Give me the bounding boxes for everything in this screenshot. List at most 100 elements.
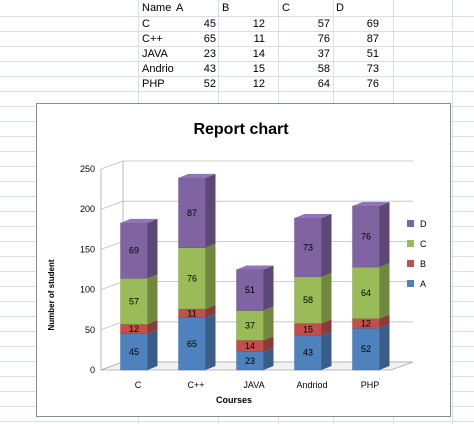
value-cell-b[interactable]: 12 — [252, 78, 265, 90]
row-divider — [0, 76, 474, 77]
bar-side-c — [147, 274, 158, 325]
header-cell-name[interactable]: Name — [142, 2, 172, 14]
bar-segment-a — [294, 335, 322, 371]
value-cell-d[interactable]: 73 — [366, 63, 379, 75]
data-label: 65 — [187, 339, 197, 349]
bar-segment-c — [236, 310, 264, 341]
row-divider — [0, 46, 474, 47]
header-cell-a[interactable]: A — [176, 2, 184, 14]
bar-side-d — [205, 173, 216, 248]
value-cell-c[interactable]: 64 — [317, 78, 330, 90]
header-cell-c[interactable]: C — [282, 2, 290, 14]
bar-side-b — [147, 320, 158, 334]
data-label: 37 — [245, 320, 255, 330]
data-label: 69 — [129, 246, 139, 256]
x-tick-label: JAVA — [243, 380, 264, 390]
bar-side-c — [263, 306, 274, 341]
value-cell-c[interactable]: 76 — [317, 33, 330, 45]
value-cell-d[interactable]: 76 — [366, 78, 379, 90]
value-cell-d[interactable]: 69 — [366, 18, 379, 30]
chart-canvas: Report chart Courses Number of student 0… — [47, 121, 427, 405]
bar-top-d — [294, 214, 332, 219]
x-tick-label: C++ — [187, 380, 204, 390]
value-cell-d[interactable]: 87 — [366, 33, 379, 45]
y-tick-label: 200 — [80, 204, 95, 214]
data-label: 87 — [187, 208, 197, 218]
value-cell-a[interactable]: 45 — [203, 18, 216, 30]
row-divider — [0, 91, 474, 92]
chart-plot-area — [120, 173, 390, 371]
bar-segment-d — [236, 269, 264, 311]
value-cell-b[interactable]: 11 — [253, 33, 265, 45]
x-tick-label: PHP — [361, 380, 380, 390]
bar-segment-d — [178, 177, 206, 248]
value-cell-b[interactable]: 14 — [252, 48, 265, 60]
chart-labels: 0 50 100 150 200 250 45 12 57 69 C 65 11 76 87 C++ 23 14 3… — [80, 164, 379, 390]
bar-top-d — [120, 218, 158, 223]
bar-segment-c — [178, 247, 206, 310]
bar-side-a — [321, 331, 332, 370]
bar-segment-a — [178, 317, 206, 371]
column-divider — [452, 0, 453, 424]
row-name-cell[interactable]: Andrio — [142, 63, 174, 75]
value-cell-b[interactable]: 12 — [252, 18, 265, 30]
data-label: 76 — [187, 273, 197, 283]
bar-side-b — [263, 336, 274, 352]
bar-segment-d — [120, 222, 148, 279]
bar-top-d — [236, 265, 274, 270]
data-label: 57 — [129, 296, 139, 306]
data-label: 14 — [245, 341, 255, 351]
value-cell-a[interactable]: 52 — [203, 78, 216, 90]
legend-label-c: C — [420, 239, 427, 249]
bar-side-b — [205, 304, 216, 318]
x-tick-label: Andriod — [296, 380, 327, 390]
bar-side-c — [379, 263, 390, 319]
value-cell-c[interactable]: 37 — [317, 48, 330, 60]
x-axis-title: Courses — [216, 395, 252, 405]
y-axis-title: Number of student — [47, 259, 56, 330]
value-cell-b[interactable]: 15 — [252, 63, 265, 75]
row-name-cell[interactable]: JAVA — [142, 48, 168, 60]
data-label: 12 — [361, 318, 371, 328]
legend-label-d: D — [420, 219, 427, 229]
value-cell-d[interactable]: 51 — [366, 48, 379, 60]
bar-segment-a — [120, 333, 148, 371]
bar-side-d — [379, 201, 390, 268]
data-label: 52 — [361, 344, 371, 354]
data-label: 58 — [303, 295, 313, 305]
data-label: 23 — [245, 356, 255, 366]
data-label: 51 — [245, 285, 255, 295]
row-name-cell[interactable]: PHP — [142, 78, 165, 90]
legend-label-b: B — [420, 259, 426, 269]
row-divider — [0, 421, 474, 422]
bar-top-d — [178, 173, 216, 178]
bar-segment-d — [294, 217, 322, 277]
legend-swatch-d — [407, 220, 414, 227]
header-cell-d[interactable]: D — [336, 2, 344, 14]
value-cell-c[interactable]: 58 — [317, 63, 330, 75]
bar-segment-a — [352, 327, 380, 371]
value-cell-c[interactable]: 57 — [317, 18, 330, 30]
chart-title: Report chart — [193, 121, 289, 138]
x-tick-label: C — [135, 380, 142, 390]
y-gridline — [100, 160, 413, 170]
row-divider — [0, 61, 474, 62]
y-tick-label: 50 — [85, 325, 95, 335]
row-name-cell[interactable]: C — [142, 18, 150, 30]
y-tick-label: 100 — [80, 285, 95, 295]
embedded-chart[interactable]: Report chart Courses Number of student 0… — [36, 103, 451, 417]
value-cell-a[interactable]: 23 — [203, 48, 216, 60]
bar-top-d — [352, 201, 390, 206]
row-divider — [0, 16, 474, 17]
bar-side-b — [379, 314, 390, 329]
data-label: 64 — [361, 288, 371, 298]
value-cell-a[interactable]: 43 — [203, 63, 216, 75]
legend-swatch-a — [407, 280, 414, 287]
value-cell-a[interactable]: 65 — [203, 33, 216, 45]
bar-side-a — [205, 313, 216, 370]
y-tick-label: 0 — [90, 365, 95, 375]
bar-side-a — [379, 324, 390, 370]
bar-side-b — [321, 319, 332, 336]
row-name-cell[interactable]: C++ — [142, 33, 163, 45]
header-cell-b[interactable]: B — [222, 2, 230, 14]
